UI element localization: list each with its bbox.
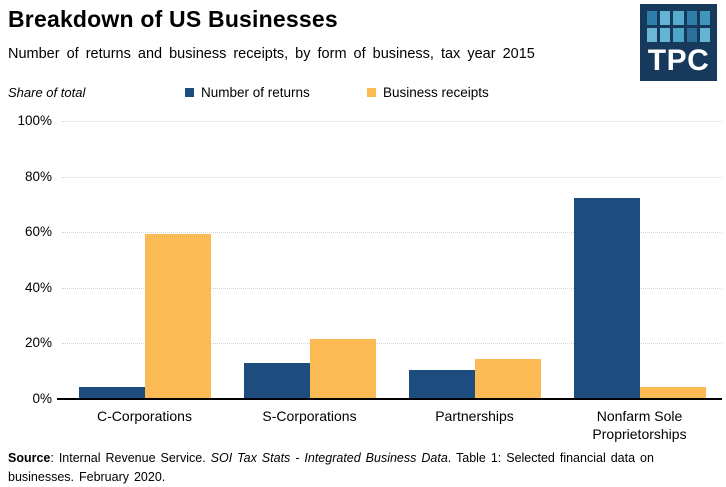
bar [474,359,541,399]
x-tick-label: S-Corporations [262,408,357,424]
gridline [62,343,722,345]
source-text-1: : Internal Revenue Service. [50,451,211,465]
bar-group [557,121,722,399]
bar-group [227,121,392,399]
bar-groups [62,121,722,399]
gridline [62,176,722,178]
source-label: Source [8,451,51,465]
x-tick-label: Nonfarm Sole Proprietorships [592,408,687,443]
gridline [62,121,722,122]
y-axis-labels: 100% 80% 60% 40% 20% 0% [0,113,55,406]
legend-swatch-icon [367,88,376,97]
bar-group [392,121,557,399]
y-tick-label: 60% [24,224,52,240]
legend: Number of returns Business receipts [185,85,549,100]
legend-row: Share of total Number of returns Business… [8,85,718,100]
y-axis-title: Share of total [8,85,86,100]
bar [309,338,376,399]
legend-swatch-icon [185,88,194,97]
bar [639,387,706,399]
gridline [62,232,722,234]
x-tick-label: C-Corporations [97,408,192,424]
y-tick-label: 100% [17,113,52,128]
logo-square-icon [647,11,658,25]
logo-square-icon [660,11,671,25]
x-axis-labels: C-Corporations S-Corporations Partnerships… [62,407,722,443]
tpc-logo-grid-icon [647,11,710,42]
legend-item-label: Business receipts [383,85,489,100]
y-tick-label: 40% [24,279,52,295]
legend-item-label: Number of returns [201,85,310,100]
x-axis-line [57,398,722,400]
tpc-logo: TPC [640,4,717,81]
logo-square-icon [647,28,658,42]
logo-square-icon [699,11,710,25]
y-tick-label: 80% [24,168,52,184]
y-tick-label: 0% [32,391,52,406]
source-text-italic: SOI Tax Stats - Integrated Business Data [210,451,448,465]
bar [243,363,310,399]
bar [573,198,640,399]
source-note: Source: Internal Revenue Service. SOI Ta… [8,449,716,487]
chart-subtitle: Number of returns and business receipts,… [8,46,535,62]
plot-area [62,121,722,399]
logo-square-icon [673,11,684,25]
page-title: Breakdown of US Businesses [8,6,338,32]
logo-square-icon [660,28,671,42]
logo-square-icon [673,28,684,42]
legend-item: Number of returns [185,85,367,100]
bar-group [62,121,227,399]
bar [144,233,211,399]
logo-square-icon [686,28,697,42]
tpc-logo-text: TPC [647,44,710,77]
logo-square-icon [686,11,697,25]
x-tick-label: Partnerships [435,408,514,424]
bar [408,369,475,399]
y-tick-label: 20% [24,335,52,351]
logo-square-icon [699,28,710,42]
legend-item: Business receipts [367,85,549,100]
source-text-2: . Table 1: Selected financial data on bu… [8,451,654,485]
bar [78,386,145,399]
gridline [62,287,722,289]
